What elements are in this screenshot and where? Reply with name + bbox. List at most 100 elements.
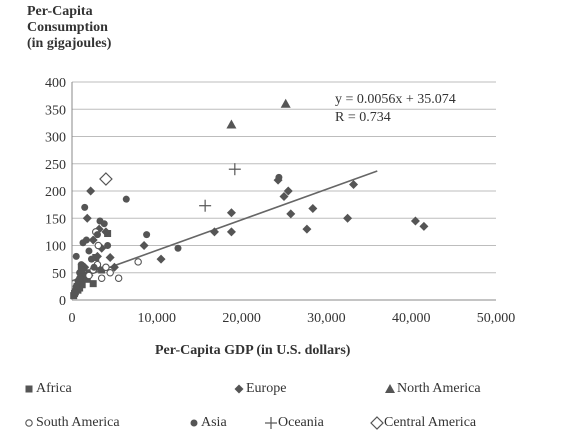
data-point [419,221,429,231]
axes [71,82,496,301]
data-point [122,195,130,203]
data-point [139,241,149,250]
data-point [228,163,241,176]
data-point [97,274,106,282]
legend-item-europe: Europe [232,381,286,397]
trendline-equation: y = 0.0056x + 35.074 [335,92,456,107]
legend-marker [234,384,244,394]
data-point [77,261,85,269]
y-tick-label: 150 [45,212,66,227]
legend-symbol [234,384,244,394]
series-asia [71,173,283,296]
y-axis-label-line-3: (in gigajoules) [27,36,112,51]
legend-item-africa: Africa [22,381,72,397]
data-point [226,119,237,129]
data-point [134,258,142,266]
data-point [100,220,108,228]
series-oceania [199,163,241,212]
data-point [88,235,98,245]
x-tick-label: 10,000 [138,311,177,326]
data-point [349,179,359,189]
legend-item-north-america: North America [383,381,481,397]
data-point [114,274,123,282]
legend-label: Oceania [278,415,324,430]
trendline-r-value: R = 0.734 [335,110,391,125]
y-tick-label: 400 [45,76,66,91]
y-tick-label: 50 [52,267,66,282]
data-point [78,281,86,289]
y-tick-label: 250 [45,158,66,173]
data-point [106,268,114,277]
data-point [226,208,236,218]
data-point [280,98,291,108]
series-central-america [99,172,113,186]
legend-label: South America [36,415,120,430]
data-point [105,252,115,262]
x-axis-label: Per-Capita GDP (in U.S. dollars) [155,343,351,358]
data-point [94,241,103,250]
data-point [286,209,296,219]
x-tick-label: 20,000 [222,311,261,326]
legend-marker [190,419,198,427]
data-point [283,186,293,196]
data-point [199,199,212,212]
legend-label: North America [397,381,481,396]
data-point [81,203,89,211]
x-tick-label: 30,000 [307,311,346,326]
data-point [82,236,90,244]
y-tick-label: 300 [45,131,66,146]
data-point [88,255,96,263]
y-tick-labels: 0 50 100 150 200 250 300 350 400 [45,76,66,309]
x-tick-label: 0 [69,311,76,326]
legend-item-central-america: Central America [370,415,476,431]
legend-label: Asia [201,415,227,430]
data-point [72,252,80,260]
y-tick-label: 100 [45,240,66,255]
y-tick-label: 0 [59,294,66,309]
data-point [86,186,96,196]
data-point [90,263,98,271]
legend-marker [385,383,395,393]
y-axis-label: Per-Capita Consumption (in gigajoules) [27,4,111,52]
trendline-line [71,170,378,282]
data-point [109,262,119,272]
legend-symbol [370,415,384,430]
data-point [85,271,93,280]
legend-label: Africa [36,381,72,396]
legend-label: Europe [246,381,287,396]
data-point [279,191,289,201]
data-point [102,263,110,272]
data-point [226,227,236,237]
data-point [82,213,92,223]
data-point [85,247,93,255]
data-point [71,288,79,296]
data-point [343,213,353,223]
data-point [275,173,283,181]
y-axis-label-line-1: Per-Capita [27,4,93,19]
trendline [71,170,378,282]
data-point [89,280,97,288]
legend-label: Central America [384,415,477,430]
data-point [72,282,80,290]
data-point [104,242,112,249]
legend-item-oceania: Oceania [264,415,324,431]
data-point [308,203,318,213]
data-point [174,244,182,252]
data-point [410,216,420,226]
data-point [93,231,101,239]
grid-lines [72,81,496,274]
legend-marker [265,416,277,429]
legend-item-south-america: South America [22,415,120,431]
x-tick-labels: 0 10,000 20,000 30,000 40,000 50,000 [69,311,516,326]
data-point [83,275,91,283]
data-point [101,227,111,237]
legend-symbol [190,419,198,427]
data-point [156,254,166,264]
legend-marker [25,419,33,427]
y-axis-label-line-2: Consumption [27,20,108,35]
legend-symbol [25,385,33,393]
series-north-america [226,98,291,129]
data-point [143,231,151,239]
data-point [99,172,113,186]
